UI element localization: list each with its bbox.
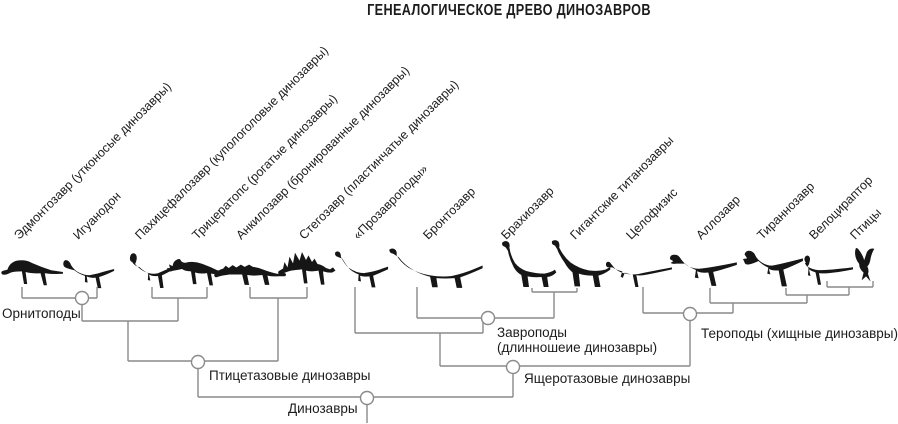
clade-label-sauropods-line1: Завроподы [497, 325, 567, 340]
node-sauropods [480, 310, 496, 326]
node-ornithopods [74, 290, 90, 306]
prosauropod-icon [333, 251, 389, 290]
brachiosaurus-icon [487, 239, 557, 291]
clade-label-sauropods-line2: (длинношеие динозавры) [497, 340, 658, 355]
triceratops-icon [167, 255, 227, 290]
clade-label-theropods: Тероподы (хищные динозавры) [701, 326, 898, 341]
edmontosaurus-icon [0, 254, 64, 290]
branch-velociraptor-birds [826, 281, 874, 295]
junction-theropoda [643, 294, 849, 366]
clade-label-ornithopods: Орнитоподы [2, 306, 81, 321]
junction-ornithopoda-marginocephalia [81, 298, 179, 361]
clade-label-saurischians: Ящеротазовые динозавры [524, 371, 691, 386]
diagram-title: ГЕНЕАЛОГИЧЕСКОЕ ДРЕВО ДИНОЗАВРОВ [367, 2, 651, 19]
clade-label-ornithischians: Птицетазовые динозавры [209, 368, 371, 383]
branch-brachiosaurus-titanosaurs [531, 288, 578, 318]
node-saurischians [505, 359, 521, 375]
brontosaurus-icon [386, 248, 484, 290]
allosaurus-icon [669, 251, 739, 289]
node-dinosaurs [359, 390, 375, 406]
clade-label-sauropods: Завроподы (длинношеие динозавры) [497, 325, 657, 355]
iguanodon-icon [62, 253, 115, 290]
velociraptor-icon [795, 254, 855, 287]
pachycephalosaurus-icon [127, 250, 178, 290]
stegosaurus-icon [277, 250, 337, 290]
tyrannosaurus-icon [743, 249, 805, 289]
clade-label-dinosaurs: Динозавры [288, 401, 358, 416]
coelophysis-icon [605, 253, 673, 289]
bird-icon [849, 245, 887, 289]
branch-ankylosaurus-stegosaurus [249, 287, 308, 299]
ankylosaurus-icon [213, 257, 289, 289]
node-theropods [682, 306, 698, 322]
node-ornithischians [190, 354, 206, 370]
branch-pachycephalosaurus-triceratops [151, 287, 208, 299]
titanosaur-icon [541, 239, 611, 291]
